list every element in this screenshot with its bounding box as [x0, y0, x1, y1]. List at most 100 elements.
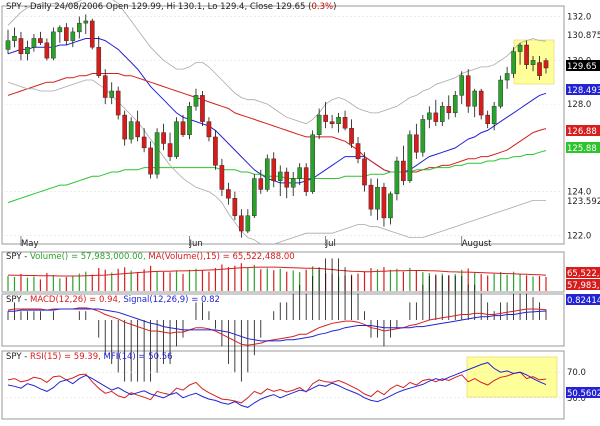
tag-ma-mid: 125.88 — [567, 144, 597, 154]
macd-panel-frame — [1, 293, 565, 347]
candle-body — [362, 158, 367, 186]
candle-layer — [5, 14, 549, 238]
price-tick-label: 124.0 — [567, 188, 591, 198]
candle-body — [245, 215, 251, 232]
candle-body — [427, 112, 432, 120]
candle-body — [446, 106, 452, 114]
overlay-line-0 — [7, 0, 547, 125]
candle-body — [381, 187, 387, 219]
candle-body — [77, 22, 82, 33]
candle-body — [89, 20, 95, 48]
candle-body — [18, 38, 24, 54]
rsi-header-label: RSI(15) = 59.39, — [30, 352, 101, 362]
macd-header-label: MACD(12,26) = 0.94, — [30, 295, 121, 305]
candle-body — [264, 158, 270, 190]
candle-body — [83, 20, 89, 24]
candle-body — [284, 171, 290, 188]
candle-body — [219, 165, 225, 190]
candle-body — [102, 75, 108, 98]
candle-body — [64, 27, 69, 41]
candle-body — [517, 44, 523, 52]
candle-body — [368, 184, 374, 210]
panel-frames — [1, 5, 565, 420]
macd-header: SPY - MACD(12,26) = 0.94, Signal(12,26,9… — [6, 295, 220, 305]
tag-rsi-mfi: 50.5602 — [567, 389, 600, 399]
candle-body — [57, 27, 63, 33]
volume-header: SPY - Volume() = 57,983,000.00, MA(Volum… — [6, 252, 295, 262]
value-tag-layer: 130.875 129.65 128.493 126.88 125.88 123.592 6… — [566, 29, 600, 399]
candle-body — [511, 51, 516, 74]
tag-ma-mid-bg — [566, 142, 600, 153]
candle-body — [336, 117, 341, 125]
volume-header-prefix: SPY - — [6, 252, 30, 262]
candle-body — [349, 127, 354, 144]
candle-body — [141, 136, 147, 149]
axis-tick-layer: 132.0130.0128.0124.0122.0MayJunJulAugust… — [20, 13, 591, 404]
price-tick-label: 122.0 — [567, 231, 591, 241]
tag-close: 129.65 — [567, 62, 597, 72]
candle-body — [51, 31, 56, 59]
candle-body — [303, 167, 309, 192]
candle-body — [375, 187, 380, 210]
candle-body — [239, 215, 244, 232]
candle-body — [543, 60, 549, 69]
candle-body — [154, 132, 160, 175]
candle-body — [232, 198, 238, 216]
volume-header-label: Volume() = 57,983,000.00, — [30, 252, 146, 262]
candle-body — [44, 42, 50, 59]
tag-volume-a: 65,522,488 — [567, 269, 600, 279]
month-label: August — [462, 239, 492, 249]
month-label: May — [21, 239, 39, 249]
candle-body — [329, 121, 335, 125]
tag-upper-band: 130.875 — [567, 31, 600, 41]
macd-signal-line — [8, 308, 547, 342]
overlay-line-2 — [7, 73, 547, 173]
tag-ma-short-bg — [566, 84, 600, 95]
tag-lower-band-bg — [566, 195, 600, 206]
candle-body — [407, 134, 413, 181]
tag-macd-signal: 0.824148 — [567, 296, 600, 306]
candle-body — [355, 143, 361, 160]
candle-body — [472, 90, 477, 107]
macd-line — [7, 307, 547, 346]
candle-body — [491, 106, 497, 125]
rsi-panel-frame — [1, 350, 565, 420]
tag-lower-band: 123.592 — [567, 197, 600, 207]
candle-body — [148, 147, 153, 175]
candle-body — [109, 90, 115, 98]
volume-panel-frame — [1, 251, 565, 293]
grid-layer — [2, 16, 564, 236]
volume-layer — [7, 263, 547, 291]
candle-body — [439, 106, 445, 122]
candle-body — [70, 31, 76, 41]
tag-ma-long-bg — [566, 125, 600, 136]
tag-volume-b-bg — [566, 279, 600, 290]
candle-body — [537, 62, 542, 76]
rsi-header-prefix: SPY - — [6, 352, 30, 362]
rsi-layer — [2, 362, 564, 408]
price-header-close: ) — [333, 2, 336, 12]
rsi-header: SPY - RSI(15) = 59.39, MFI(14) = 50.56 — [6, 352, 173, 362]
rsi-line — [7, 371, 547, 404]
candle-body — [206, 121, 212, 138]
tag-macd-signal-bg — [566, 294, 600, 305]
candle-body — [271, 158, 277, 181]
rsi-tick-label: 30.0 — [567, 394, 586, 404]
candle-body — [180, 121, 186, 135]
candle-body — [433, 112, 439, 122]
macd-header-signal: Signal(12,26,9) = 0.82 — [123, 295, 220, 305]
candle-body — [96, 47, 102, 76]
tag-ma-short: 128.493 — [567, 86, 600, 96]
rsi-header-mfi: MFI(14) = 50.56 — [104, 352, 173, 362]
candle-body — [465, 75, 471, 107]
month-label: Jun — [188, 239, 202, 249]
candle-body — [401, 160, 406, 181]
candle-body — [530, 60, 536, 65]
overlay-layer — [7, 0, 547, 245]
candle-body — [452, 95, 458, 114]
price-tick-label: 132.0 — [567, 13, 591, 23]
tag-close-bg — [566, 60, 600, 71]
tag-volume-a-bg — [566, 267, 600, 278]
candle-body — [38, 38, 43, 44]
